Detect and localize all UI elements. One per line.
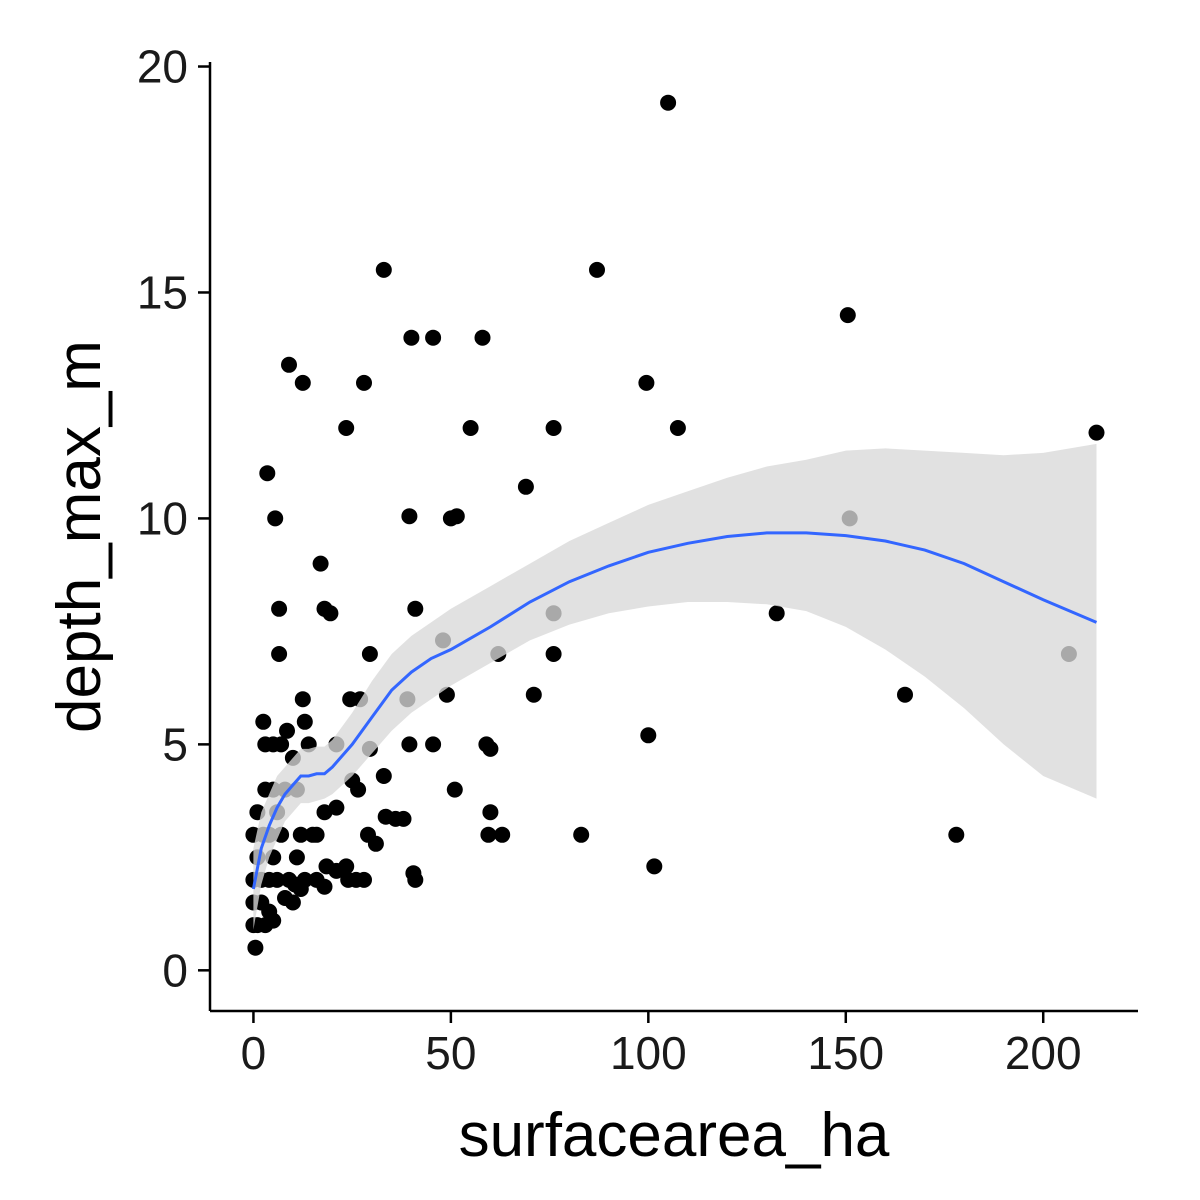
y-tick-label: 10 (137, 492, 188, 544)
data-point (573, 826, 590, 843)
data-point (425, 329, 442, 346)
data-point (265, 912, 282, 929)
data-point (589, 261, 605, 278)
x-tick-label: 150 (807, 1027, 884, 1079)
axes-layer (208, 62, 1138, 1013)
data-point (271, 600, 288, 617)
data-point (407, 871, 424, 888)
data-point (375, 261, 392, 278)
data-point (281, 356, 297, 373)
data-point (482, 804, 499, 821)
data-point (356, 374, 372, 391)
data-point (474, 329, 491, 346)
data-point (480, 826, 497, 843)
data-point (545, 420, 562, 436)
data-point (356, 871, 372, 888)
y-tick-label: 0 (162, 944, 188, 996)
data-points-layer (245, 94, 1105, 956)
data-point (407, 600, 424, 617)
confidence-band-layer (253, 443, 1097, 930)
data-point (247, 939, 264, 956)
data-point (839, 307, 856, 324)
data-point (269, 871, 286, 888)
data-point (446, 781, 463, 798)
data-point (401, 508, 418, 525)
data-point (350, 781, 367, 798)
data-point (545, 646, 562, 662)
data-point (517, 478, 534, 495)
y-ticks: 0 5 10 15 20 (137, 41, 210, 996)
data-point (494, 826, 511, 843)
data-point (897, 686, 913, 703)
data-point (292, 826, 309, 843)
data-point (294, 691, 311, 708)
data-point (462, 420, 479, 436)
data-point (646, 858, 663, 875)
smooth-line (251, 531, 1098, 890)
data-point (525, 686, 542, 703)
y-axis-title: depth_max_m (45, 340, 114, 733)
data-point (312, 555, 329, 572)
data-point (669, 420, 686, 436)
data-point (948, 826, 965, 843)
data-point (395, 810, 412, 827)
data-point (1088, 424, 1105, 441)
data-point (267, 510, 284, 527)
data-point (296, 713, 313, 730)
x-tick-label: 200 (1005, 1027, 1082, 1079)
data-point (255, 713, 272, 730)
data-point (375, 768, 392, 784)
data-point (328, 862, 345, 879)
data-point (279, 722, 295, 739)
y-tick-label: 5 (162, 718, 188, 770)
data-point (638, 374, 655, 391)
data-point (768, 605, 785, 622)
y-tick-label: 15 (137, 266, 188, 318)
data-point (292, 881, 309, 897)
data-point (425, 736, 442, 753)
confidence-band (253, 443, 1097, 930)
data-point (640, 727, 657, 744)
x-axis-title: surfacearea_ha (459, 1101, 890, 1170)
data-point (294, 374, 311, 391)
data-point (284, 894, 301, 911)
data-point (273, 736, 290, 753)
data-point (288, 849, 305, 866)
smooth-line-layer (251, 531, 1098, 890)
data-point (328, 799, 345, 816)
data-point (482, 740, 499, 757)
data-point (448, 508, 465, 525)
x-tick-label: 0 (241, 1027, 267, 1079)
data-point (316, 878, 333, 895)
x-tick-label: 100 (610, 1027, 687, 1079)
x-tick-label: 50 (425, 1027, 476, 1079)
data-point (367, 835, 384, 852)
y-tick-label: 20 (137, 41, 188, 93)
data-point (259, 465, 276, 482)
data-point (338, 420, 355, 436)
data-point (401, 736, 418, 753)
data-point (271, 646, 288, 662)
data-point (403, 329, 420, 346)
data-point (361, 646, 378, 662)
data-point (308, 826, 325, 843)
data-point (322, 605, 339, 622)
data-point (660, 94, 677, 111)
x-ticks: 0 50 100 150 200 (241, 1011, 1082, 1079)
